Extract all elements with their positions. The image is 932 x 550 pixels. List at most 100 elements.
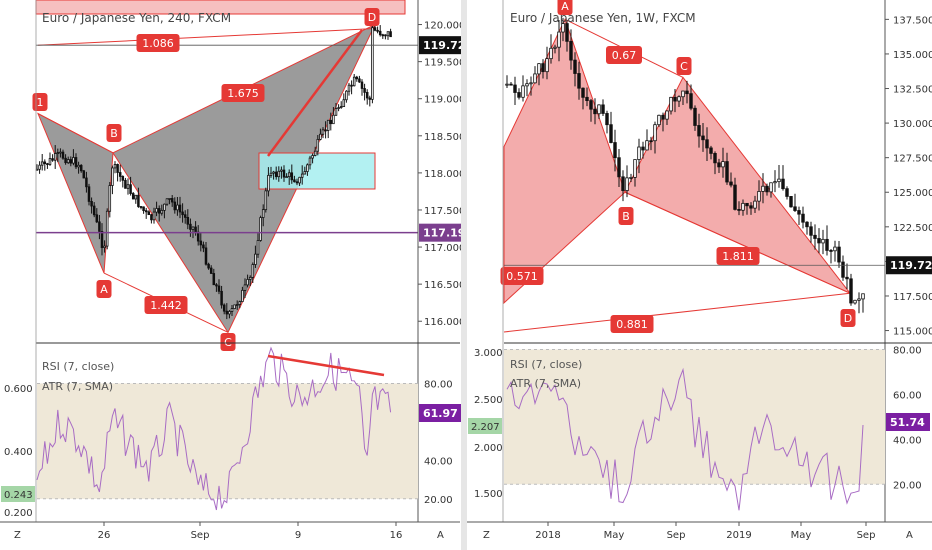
left-price-tick-label: 116.000 (424, 317, 465, 328)
right-candle-body (809, 226, 813, 236)
left-candle-body (233, 304, 236, 309)
left-candle-body (342, 99, 346, 107)
pattern-point-a-text: A (100, 283, 108, 296)
left-atr-axis-label: 0.400 (4, 447, 33, 458)
right-candle-body (509, 83, 513, 86)
left-price-tick-label: 117.500 (424, 206, 465, 217)
left-candle-body (378, 30, 382, 36)
right-candle-body (717, 162, 721, 168)
left-candle-body (79, 164, 83, 172)
left-candle-body (196, 231, 200, 242)
right-current-price-tag-bg (886, 256, 932, 275)
left-candle-body (194, 226, 197, 233)
left-candle-body (225, 310, 229, 315)
left-candle-body (355, 76, 359, 80)
right-rsi-badge-bg (886, 413, 930, 431)
right-candle-body (825, 238, 829, 251)
left-candle-body (371, 27, 374, 100)
left-candle-body (64, 157, 67, 164)
trend-arrow (266, 29, 364, 157)
left-candle-body (118, 172, 122, 177)
right-candle-body (581, 87, 585, 98)
left-candle-body (384, 34, 387, 37)
right-candle-body (841, 261, 845, 278)
left-price-tick-label: 117.000 (424, 243, 465, 254)
right-candle-body (645, 140, 649, 151)
right-candle-body (657, 114, 661, 126)
left-candle-body (295, 181, 299, 184)
right-panel: A B C D 0.67 1.811 0.571 0.881 Euro / Japanese Y… (467, 0, 932, 541)
right-candle-body (773, 181, 777, 184)
right-candle-body (793, 206, 797, 211)
pattern-point-d: D (364, 8, 380, 26)
right-candle-body (837, 246, 841, 263)
left-candle-body (90, 201, 93, 207)
right-price-tick-label: 135.000 (893, 50, 932, 61)
left-time-label: 9 (295, 530, 301, 541)
left-candle-body (69, 159, 73, 164)
left-candle-body (176, 204, 179, 211)
left-candle-body (373, 27, 377, 31)
left-candle-body (150, 214, 153, 221)
left-candle-body (103, 245, 106, 249)
left-candle-body (293, 179, 296, 183)
left-candle-body (178, 204, 182, 213)
right-ratio-0881: 0.881 (610, 315, 654, 333)
right-point-a-box (557, 0, 573, 15)
right-candle-body (561, 23, 565, 33)
right-candle-body (633, 159, 637, 178)
right-corner-a: A (906, 530, 913, 541)
right-ratio-0881-box (610, 315, 654, 333)
ratio-bd-text: 1.675 (227, 87, 259, 100)
right-atr-axis-label: 1.500 (474, 489, 503, 500)
left-atr-badge-bg (1, 486, 35, 502)
left-candle-body (139, 206, 143, 208)
right-rsi-axis-label: 40.00 (893, 435, 922, 446)
left-candle-body (202, 244, 205, 249)
left-candle-body (363, 88, 366, 93)
left-rsi-badge: 61.97 (423, 407, 458, 420)
left-candle-body (40, 161, 44, 166)
left-candle-body (259, 217, 262, 241)
right-candle-body (817, 238, 821, 244)
pattern-point-d-box (364, 8, 380, 26)
right-candle-body (677, 96, 681, 102)
left-candle-body (121, 176, 125, 181)
left-candle-body (277, 170, 281, 178)
left-candle-body (209, 267, 213, 274)
ratio-ac: 1.442 (144, 296, 188, 314)
left-candle-body (287, 172, 291, 178)
ratio-bd-box (221, 84, 265, 102)
right-point-d: D (840, 309, 856, 327)
left-candle-body (316, 139, 320, 152)
right-ratio-067-text: 0.67 (612, 49, 637, 62)
right-candle-body (569, 40, 573, 61)
left-current-price-tag: 119.722 (419, 36, 473, 55)
right-candle-body (533, 73, 537, 84)
right-point-c-box (676, 57, 692, 75)
left-candle-body (105, 210, 109, 247)
right-candle-body (801, 213, 805, 223)
right-time-label: Sep (667, 530, 686, 541)
right-candle-body (821, 238, 825, 244)
left-candle-body (108, 185, 112, 212)
left-candle-body (376, 29, 379, 32)
right-atr-badge-bg (468, 418, 502, 434)
right-candle-body (785, 188, 789, 197)
left-candle-body (155, 208, 158, 213)
right-candle-body (649, 140, 653, 143)
left-candle-body (251, 264, 255, 278)
right-candle-body (641, 146, 645, 151)
left-candle-body (85, 177, 88, 188)
right-time-label: 2018 (535, 530, 560, 541)
left-candle-body (87, 186, 91, 202)
pattern-point-c-box (220, 333, 236, 351)
left-candle-body (95, 214, 99, 223)
left-candle-body (61, 151, 65, 159)
right-candle-body (629, 177, 633, 179)
left-candle-body (389, 31, 392, 38)
right-candle-body (745, 202, 749, 207)
pattern-point-d-text: D (368, 11, 376, 24)
left-candle-body (350, 84, 353, 87)
